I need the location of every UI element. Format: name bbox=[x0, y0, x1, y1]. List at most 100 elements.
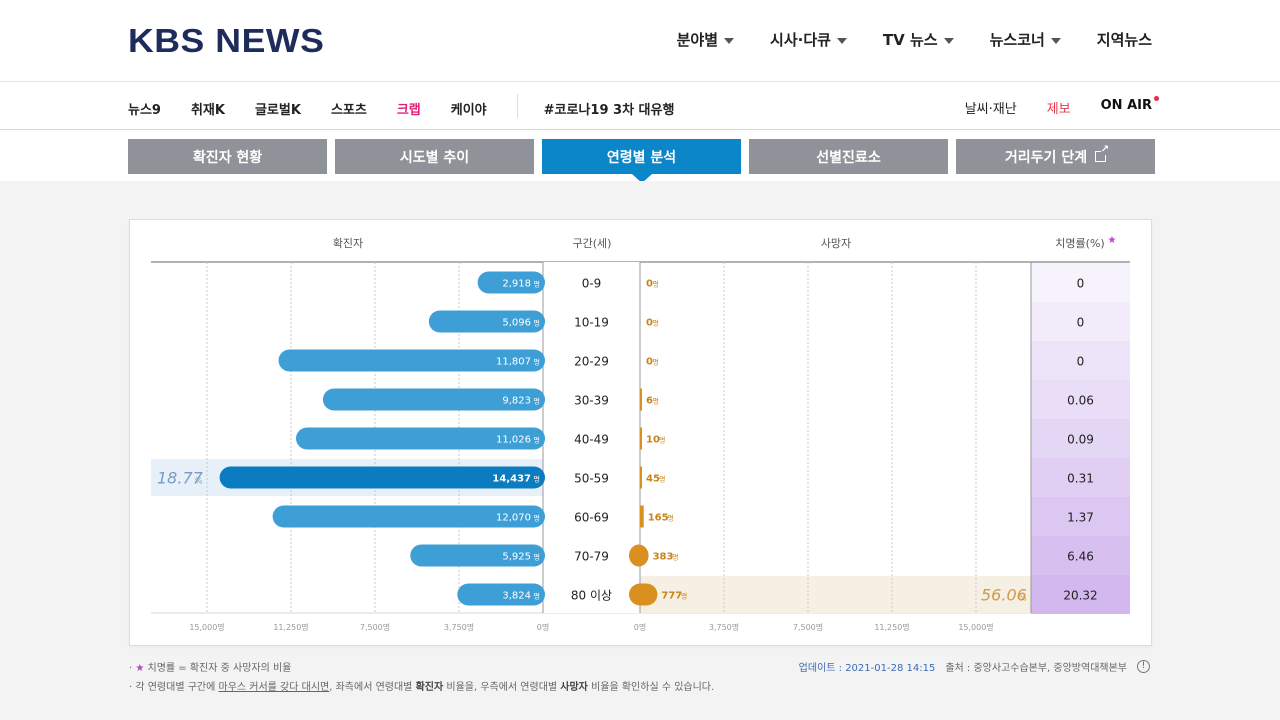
death-bar bbox=[629, 583, 658, 606]
cfr-value: 6.46 bbox=[1067, 550, 1094, 564]
axis-tick-label: 0명 bbox=[634, 622, 646, 632]
age-column bbox=[543, 262, 640, 613]
subnav-report[interactable]: 제보 bbox=[1046, 102, 1071, 117]
cfr-cell bbox=[1031, 380, 1130, 419]
death-bar bbox=[640, 427, 642, 450]
death-unit: 명 bbox=[659, 475, 665, 484]
confirmed-unit: 명 bbox=[534, 280, 540, 289]
col-header-age: 구간(세) bbox=[573, 237, 612, 250]
age-label: 60-69 bbox=[574, 511, 609, 525]
subnav-sports[interactable]: 스포츠 bbox=[330, 102, 367, 118]
axis-tick-label: 7,500명 bbox=[793, 622, 823, 632]
tab-screening-clinics[interactable]: 선별진료소 bbox=[749, 139, 948, 174]
confirmed-bar bbox=[457, 583, 545, 606]
footnote-hover: · 각 연령대별 구간에 마우스 커서를 갖다 대시면, 좌측에서 연령대별 확… bbox=[129, 678, 714, 693]
death-bar bbox=[640, 388, 642, 411]
subnav-global-k[interactable]: 글로벌K bbox=[254, 102, 301, 118]
nav-news-corner[interactable]: 뉴스코너 bbox=[990, 29, 1061, 50]
axis-tick-label: 3,750명 bbox=[444, 622, 474, 632]
caret-down-icon bbox=[836, 37, 847, 44]
cfr-cell bbox=[1031, 497, 1130, 536]
confirmed-bar bbox=[296, 427, 545, 450]
tab-label: 거리두기 단계 bbox=[1004, 149, 1088, 166]
death-unit: 명 bbox=[681, 592, 687, 601]
deaths-share-unit: % bbox=[1019, 594, 1027, 603]
tab-regional-trend[interactable]: 시도별 추이 bbox=[335, 139, 534, 174]
death-unit: 명 bbox=[653, 319, 659, 328]
caret-down-icon bbox=[724, 37, 735, 44]
confirmed-share-unit: % bbox=[195, 477, 203, 486]
subnav-hashtag[interactable]: #코로나19 3차 대유행 bbox=[543, 102, 675, 118]
subnav-kaya[interactable]: 케이야 bbox=[450, 102, 487, 118]
age-label: 70-79 bbox=[574, 550, 609, 564]
footnote-cfr: · ★ 치명률 = 확진자 중 사망자의 비율 bbox=[129, 663, 292, 674]
subnav-weather[interactable]: 날씨·재난 bbox=[964, 102, 1017, 117]
confirmed-value: 12,070 bbox=[496, 513, 531, 524]
star-icon: ★ bbox=[135, 663, 145, 674]
confirmed-share: 18.77 bbox=[157, 469, 204, 488]
divider bbox=[516, 94, 518, 118]
nav-tv-news[interactable]: TV 뉴스 bbox=[883, 29, 954, 50]
age-analysis-chart: 확진자 구간(세) 사망자 치명률(%) ★2,918 명 0-9 0 명 05,096 명 10-1… bbox=[151, 235, 1130, 632]
footnote-text: 마우스 커서를 갖다 대시면 bbox=[218, 682, 330, 693]
nav-label: 뉴스코너 bbox=[989, 31, 1045, 49]
highlight-band-deaths bbox=[640, 576, 1031, 613]
nav-label: TV 뉴스 bbox=[882, 31, 938, 49]
site-header: KBS NEWS 분야별 시사·다큐 TV 뉴스 뉴스코너 지역뉴스 bbox=[0, 0, 1280, 82]
cfr-value: 0.06 bbox=[1067, 394, 1094, 408]
footnote-text: · 각 연령대별 구간에 bbox=[129, 682, 219, 693]
subnav-news9[interactable]: 뉴스9 bbox=[128, 102, 161, 118]
age-label: 20-29 bbox=[574, 355, 609, 369]
caret-down-icon bbox=[943, 37, 954, 44]
death-unit: 명 bbox=[653, 397, 659, 406]
death-value: 777 bbox=[661, 591, 682, 602]
nav-regional-news[interactable]: 지역뉴스 bbox=[1097, 29, 1152, 50]
info-icon[interactable]: ! bbox=[1137, 660, 1150, 673]
confirmed-value: 5,925 bbox=[502, 552, 531, 563]
col-header-deaths: 사망자 bbox=[821, 237, 851, 250]
cfr-cell bbox=[1031, 575, 1130, 614]
subnav-investigate-k[interactable]: 취재K bbox=[190, 102, 225, 118]
footnote-text: 치명률 = 확진자 중 사망자의 비율 bbox=[144, 663, 292, 674]
confirmed-value: 11,026 bbox=[496, 435, 531, 446]
age-label: 50-59 bbox=[574, 472, 609, 486]
axis-tick-label: 7,500명 bbox=[360, 622, 390, 632]
cfr-cell bbox=[1031, 458, 1130, 497]
cfr-value: 0.09 bbox=[1067, 433, 1094, 447]
confirmed-bar bbox=[322, 388, 545, 411]
cfr-value: 0 bbox=[1077, 277, 1085, 291]
footnote-text: 확진자 bbox=[415, 682, 444, 693]
age-label: 10-19 bbox=[574, 316, 609, 330]
col-header-confirmed: 확진자 bbox=[333, 237, 363, 250]
nav-category[interactable]: 분야별 bbox=[676, 29, 735, 50]
death-unit: 명 bbox=[672, 553, 678, 562]
death-bar bbox=[629, 544, 649, 567]
cfr-cell bbox=[1031, 263, 1130, 302]
age-analysis-chart-card: 확진자 구간(세) 사망자 치명률(%) ★ 2,918 명 0-9 0 명 0 5,096 명 10-1… bbox=[129, 219, 1152, 646]
death-bar bbox=[640, 466, 642, 489]
confirmed-bar bbox=[278, 349, 545, 372]
onair-link[interactable]: ON AIR bbox=[1101, 96, 1159, 117]
tab-strip: 확진자 현황 시도별 추이 연령별 분석 선별진료소 거리두기 단계 bbox=[0, 131, 1280, 183]
external-link-icon bbox=[1095, 145, 1110, 162]
death-value: 0 bbox=[646, 318, 653, 329]
confirmed-bar bbox=[219, 466, 545, 489]
axis-tick-label: 0명 bbox=[537, 622, 549, 632]
col-header-cfr: 치명률(%) bbox=[1055, 237, 1104, 250]
cfr-value: 0.31 bbox=[1067, 472, 1094, 486]
caret-down-icon bbox=[1050, 37, 1061, 44]
cfr-cell bbox=[1031, 536, 1130, 575]
footnote-text: 비율을 확인하실 수 있습니다. bbox=[587, 682, 715, 693]
subnav-crap[interactable]: 크랩 bbox=[396, 102, 421, 118]
confirmed-value: 5,096 bbox=[502, 318, 531, 329]
tab-age-analysis[interactable]: 연령별 분석 bbox=[542, 139, 741, 183]
nav-current-affairs[interactable]: 시사·다큐 bbox=[770, 29, 847, 50]
nav-label: 분야별 bbox=[676, 31, 719, 49]
tab-distancing-level[interactable]: 거리두기 단계 bbox=[956, 139, 1155, 174]
death-unit: 명 bbox=[653, 358, 659, 367]
axis-tick-label: 3,750명 bbox=[709, 622, 739, 632]
age-label: 30-39 bbox=[574, 394, 609, 408]
kbs-news-logo[interactable]: KBS NEWS bbox=[128, 22, 325, 59]
confirmed-bar bbox=[477, 271, 545, 294]
tab-confirmed-status[interactable]: 확진자 현황 bbox=[128, 139, 327, 174]
